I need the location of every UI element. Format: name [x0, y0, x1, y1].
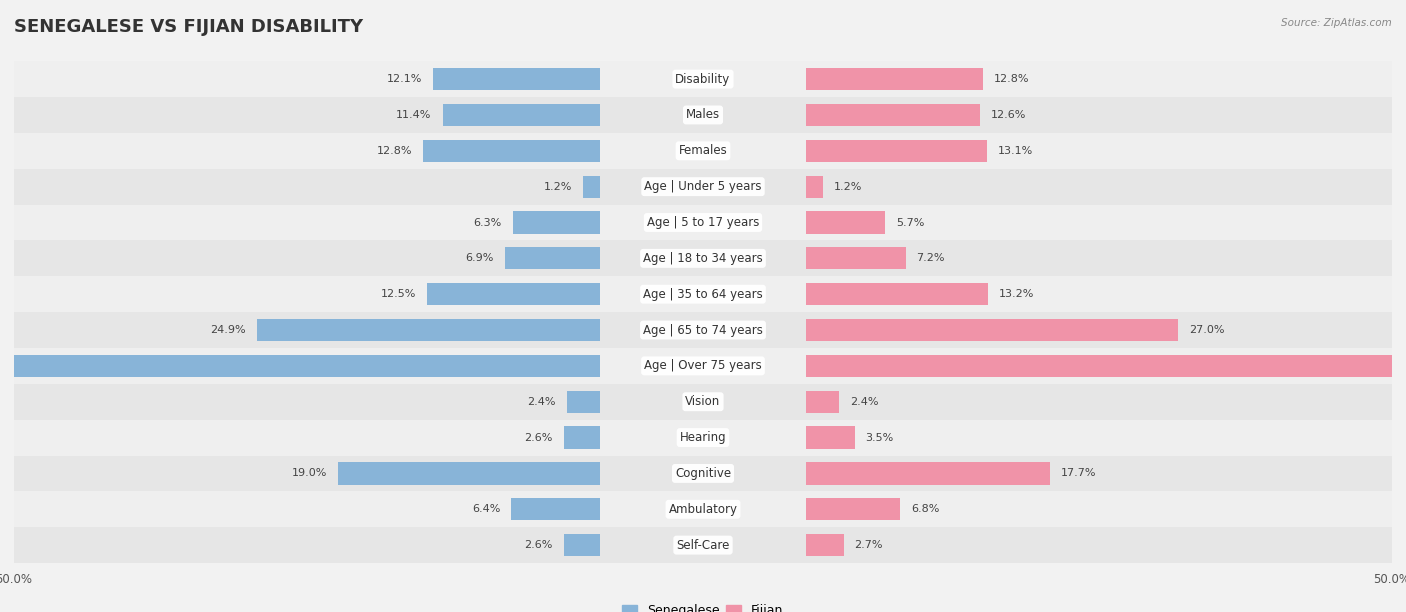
FancyBboxPatch shape [14, 420, 1392, 455]
Text: 13.2%: 13.2% [1000, 289, 1035, 299]
Bar [807, 140, 987, 162]
Bar [423, 140, 599, 162]
Text: 11.4%: 11.4% [396, 110, 432, 120]
Text: 2.4%: 2.4% [527, 397, 555, 407]
Bar [564, 534, 599, 556]
Bar [583, 176, 599, 198]
Bar [807, 427, 855, 449]
Bar [256, 319, 599, 341]
FancyBboxPatch shape [14, 241, 1392, 276]
Text: 6.9%: 6.9% [465, 253, 494, 263]
Text: 5.7%: 5.7% [896, 217, 924, 228]
FancyBboxPatch shape [14, 527, 1392, 563]
Text: 2.7%: 2.7% [855, 540, 883, 550]
Text: 17.7%: 17.7% [1062, 468, 1097, 479]
Text: 2.6%: 2.6% [524, 540, 553, 550]
Text: 6.3%: 6.3% [474, 217, 502, 228]
Text: Vision: Vision [685, 395, 721, 408]
Text: Age | Over 75 years: Age | Over 75 years [644, 359, 762, 372]
Bar [807, 68, 983, 90]
Bar [513, 211, 599, 234]
Bar [433, 68, 599, 90]
Bar [807, 104, 980, 126]
Bar [512, 498, 599, 520]
Text: 12.5%: 12.5% [381, 289, 416, 299]
Text: 19.0%: 19.0% [291, 468, 326, 479]
Bar [807, 283, 988, 305]
FancyBboxPatch shape [14, 97, 1392, 133]
Text: 1.2%: 1.2% [834, 182, 862, 192]
Text: Age | 65 to 74 years: Age | 65 to 74 years [643, 324, 763, 337]
Text: Self-Care: Self-Care [676, 539, 730, 551]
Bar [807, 462, 1050, 485]
Text: Females: Females [679, 144, 727, 157]
Text: Cognitive: Cognitive [675, 467, 731, 480]
Text: 1.2%: 1.2% [544, 182, 572, 192]
FancyBboxPatch shape [14, 133, 1392, 169]
Bar [807, 211, 884, 234]
Text: 6.8%: 6.8% [911, 504, 939, 514]
Legend: Senegalese, Fijian: Senegalese, Fijian [617, 599, 789, 612]
Bar [564, 427, 599, 449]
Text: 12.1%: 12.1% [387, 74, 422, 84]
Bar [807, 247, 905, 269]
FancyBboxPatch shape [14, 348, 1392, 384]
Text: Source: ZipAtlas.com: Source: ZipAtlas.com [1281, 18, 1392, 28]
Text: 2.6%: 2.6% [524, 433, 553, 442]
Text: Ambulatory: Ambulatory [668, 503, 738, 516]
FancyBboxPatch shape [14, 276, 1392, 312]
Bar [0, 355, 599, 377]
FancyBboxPatch shape [14, 491, 1392, 527]
Text: 12.8%: 12.8% [994, 74, 1029, 84]
Text: 27.0%: 27.0% [1189, 325, 1225, 335]
Text: Males: Males [686, 108, 720, 121]
Text: Age | 35 to 64 years: Age | 35 to 64 years [643, 288, 763, 300]
FancyBboxPatch shape [14, 384, 1392, 420]
FancyBboxPatch shape [14, 455, 1392, 491]
Text: SENEGALESE VS FIJIAN DISABILITY: SENEGALESE VS FIJIAN DISABILITY [14, 18, 363, 36]
Bar [807, 319, 1178, 341]
Bar [505, 247, 599, 269]
Bar [807, 498, 900, 520]
FancyBboxPatch shape [14, 312, 1392, 348]
Text: Age | 18 to 34 years: Age | 18 to 34 years [643, 252, 763, 265]
Text: 6.4%: 6.4% [472, 504, 501, 514]
Bar [567, 390, 599, 413]
Text: 12.6%: 12.6% [991, 110, 1026, 120]
Text: 24.9%: 24.9% [209, 325, 246, 335]
Text: 3.5%: 3.5% [866, 433, 894, 442]
Bar [807, 355, 1406, 377]
Bar [807, 176, 823, 198]
FancyBboxPatch shape [14, 61, 1392, 97]
Text: Age | 5 to 17 years: Age | 5 to 17 years [647, 216, 759, 229]
Text: 12.8%: 12.8% [377, 146, 412, 156]
Text: Hearing: Hearing [679, 431, 727, 444]
FancyBboxPatch shape [14, 204, 1392, 241]
Text: 7.2%: 7.2% [917, 253, 945, 263]
Text: Disability: Disability [675, 73, 731, 86]
Bar [807, 534, 844, 556]
Bar [337, 462, 599, 485]
Text: 2.4%: 2.4% [851, 397, 879, 407]
Bar [427, 283, 599, 305]
Text: 13.1%: 13.1% [998, 146, 1033, 156]
Bar [807, 390, 839, 413]
Text: Age | Under 5 years: Age | Under 5 years [644, 180, 762, 193]
Bar [443, 104, 599, 126]
FancyBboxPatch shape [14, 169, 1392, 204]
